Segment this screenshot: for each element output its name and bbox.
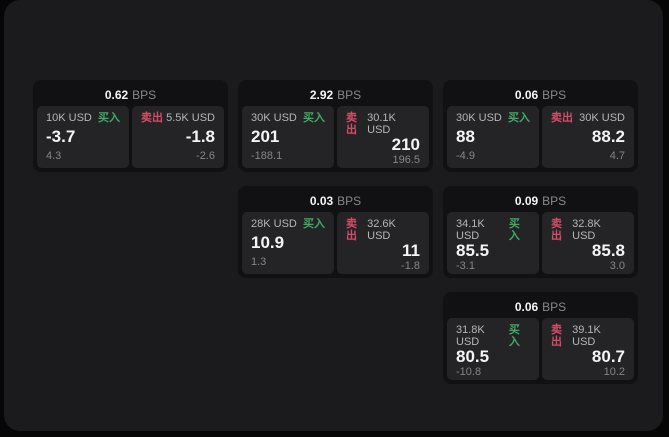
sell-price: 11 — [402, 241, 420, 260]
buy-price: 201 — [251, 127, 280, 146]
sell-side-label: 卖出 — [551, 218, 562, 242]
sell-price: 80.7 — [591, 347, 625, 366]
buy-delta: -188.1 — [251, 150, 283, 162]
bps-value: 0.06 — [514, 88, 539, 102]
sell-delta: -1.8 — [401, 260, 420, 272]
bps-value: 2.92 — [309, 88, 334, 102]
buy-price: 10.9 — [251, 233, 285, 252]
bps-header: 0.62 BPS — [37, 84, 224, 106]
sell-delta: 4.7 — [609, 150, 625, 162]
buy-delta: 4.3 — [46, 150, 62, 162]
buy-delta: -3.1 — [456, 260, 475, 272]
sell-delta: 3.0 — [609, 260, 625, 272]
sell-side-label: 卖出 — [346, 218, 357, 242]
buy-side-label: 买入 — [303, 218, 325, 230]
quote-card: 0.62 BPS 10K USD 买入 -3.7 4.3 卖出 5.5K USD… — [33, 80, 228, 172]
buy-notional: 10K USD — [46, 112, 92, 124]
buy-side-label: 买入 — [98, 112, 120, 124]
quote-card: 0.03 BPS 28K USD 买入 10.9 1.3 卖出 32.6K US… — [238, 186, 433, 278]
buy-notional: 30K USD — [456, 112, 502, 124]
sell-delta: 10.2 — [603, 366, 625, 378]
sell-side-label: 卖出 — [551, 324, 562, 348]
bps-value: 0.62 — [104, 88, 129, 102]
sell-notional: 32.8K USD — [572, 218, 601, 242]
bps-unit-label: BPS — [542, 300, 567, 314]
sell-quote-panel[interactable]: 卖出 32.6K USD 11 -1.8 — [337, 212, 429, 274]
buy-notional: 28K USD — [251, 218, 297, 230]
sell-quote-panel[interactable]: 卖出 5.5K USD -1.8 -2.6 — [132, 106, 224, 168]
bps-header: 0.06 BPS — [447, 296, 634, 318]
buy-side-label: 买入 — [508, 218, 520, 242]
buy-delta: -10.8 — [456, 366, 482, 378]
bps-value: 0.09 — [514, 194, 539, 208]
buy-quote-panel[interactable]: 34.1K USD 买入 85.5 -3.1 — [447, 212, 539, 274]
buy-notional: 30K USD — [251, 112, 297, 124]
quote-card: 0.09 BPS 34.1K USD 买入 85.5 -3.1 卖出 32.8K… — [443, 186, 638, 278]
sell-quote-panel[interactable]: 卖出 39.1K USD 80.7 10.2 — [542, 318, 634, 380]
bps-unit-label: BPS — [337, 194, 362, 208]
buy-side-label: 买入 — [508, 112, 530, 124]
sell-price: -1.8 — [185, 127, 215, 146]
quote-card: 0.06 BPS 30K USD 买入 88 -4.9 卖出 30K USD 8… — [443, 80, 638, 172]
buy-quote-panel[interactable]: 30K USD 买入 88 -4.9 — [447, 106, 539, 168]
sell-price: 85.8 — [591, 241, 625, 260]
sell-delta: -2.6 — [196, 150, 215, 162]
sell-notional: 39.1K USD — [572, 324, 601, 348]
bps-header: 0.06 BPS — [447, 84, 634, 106]
buy-quote-panel[interactable]: 30K USD 买入 201 -188.1 — [242, 106, 334, 168]
quote-card: 2.92 BPS 30K USD 买入 201 -188.1 卖出 30.1K … — [238, 80, 433, 172]
sell-quote-panel[interactable]: 卖出 30.1K USD 210 196.5 — [337, 106, 429, 168]
sell-notional: 30.1K USD — [367, 112, 396, 136]
buy-quote-panel[interactable]: 31.8K USD 买入 80.5 -10.8 — [447, 318, 539, 380]
sell-notional: 30K USD — [579, 112, 625, 124]
buy-price: 88 — [456, 127, 475, 146]
bps-header: 2.92 BPS — [242, 84, 429, 106]
bps-unit-label: BPS — [337, 88, 362, 102]
buy-delta: 1.3 — [251, 256, 267, 268]
sell-price: 88.2 — [591, 127, 625, 146]
buy-delta: -4.9 — [456, 150, 475, 162]
quote-card: 0.06 BPS 31.8K USD 买入 80.5 -10.8 卖出 39.1… — [443, 292, 638, 384]
bps-value: 0.03 — [309, 194, 334, 208]
sell-side-label: 卖出 — [141, 112, 163, 124]
sell-side-label: 卖出 — [551, 112, 573, 124]
sell-notional: 32.6K USD — [367, 218, 396, 242]
buy-price: -3.7 — [46, 127, 76, 146]
bps-header: 0.03 BPS — [242, 190, 429, 212]
bps-header: 0.09 BPS — [447, 190, 634, 212]
buy-side-label: 买入 — [303, 112, 325, 124]
sell-quote-panel[interactable]: 卖出 32.8K USD 85.8 3.0 — [542, 212, 634, 274]
buy-price: 80.5 — [456, 347, 490, 366]
sell-price: 210 — [391, 135, 420, 154]
buy-notional: 34.1K USD — [456, 218, 485, 242]
sell-quote-panel[interactable]: 卖出 30K USD 88.2 4.7 — [542, 106, 634, 168]
sell-side-label: 卖出 — [346, 112, 357, 136]
bps-unit-label: BPS — [542, 194, 567, 208]
buy-price: 85.5 — [456, 241, 490, 260]
buy-quote-panel[interactable]: 28K USD 买入 10.9 1.3 — [242, 212, 334, 274]
bps-unit-label: BPS — [132, 88, 157, 102]
app-window: 0.62 BPS 10K USD 买入 -3.7 4.3 卖出 5.5K USD… — [4, 0, 663, 431]
buy-quote-panel[interactable]: 10K USD 买入 -3.7 4.3 — [37, 106, 129, 168]
buy-notional: 31.8K USD — [456, 324, 485, 348]
buy-side-label: 买入 — [508, 324, 520, 348]
sell-notional: 5.5K USD — [166, 112, 215, 124]
sell-delta: 196.5 — [392, 154, 420, 166]
bps-value: 0.06 — [514, 300, 539, 314]
bps-unit-label: BPS — [542, 88, 567, 102]
